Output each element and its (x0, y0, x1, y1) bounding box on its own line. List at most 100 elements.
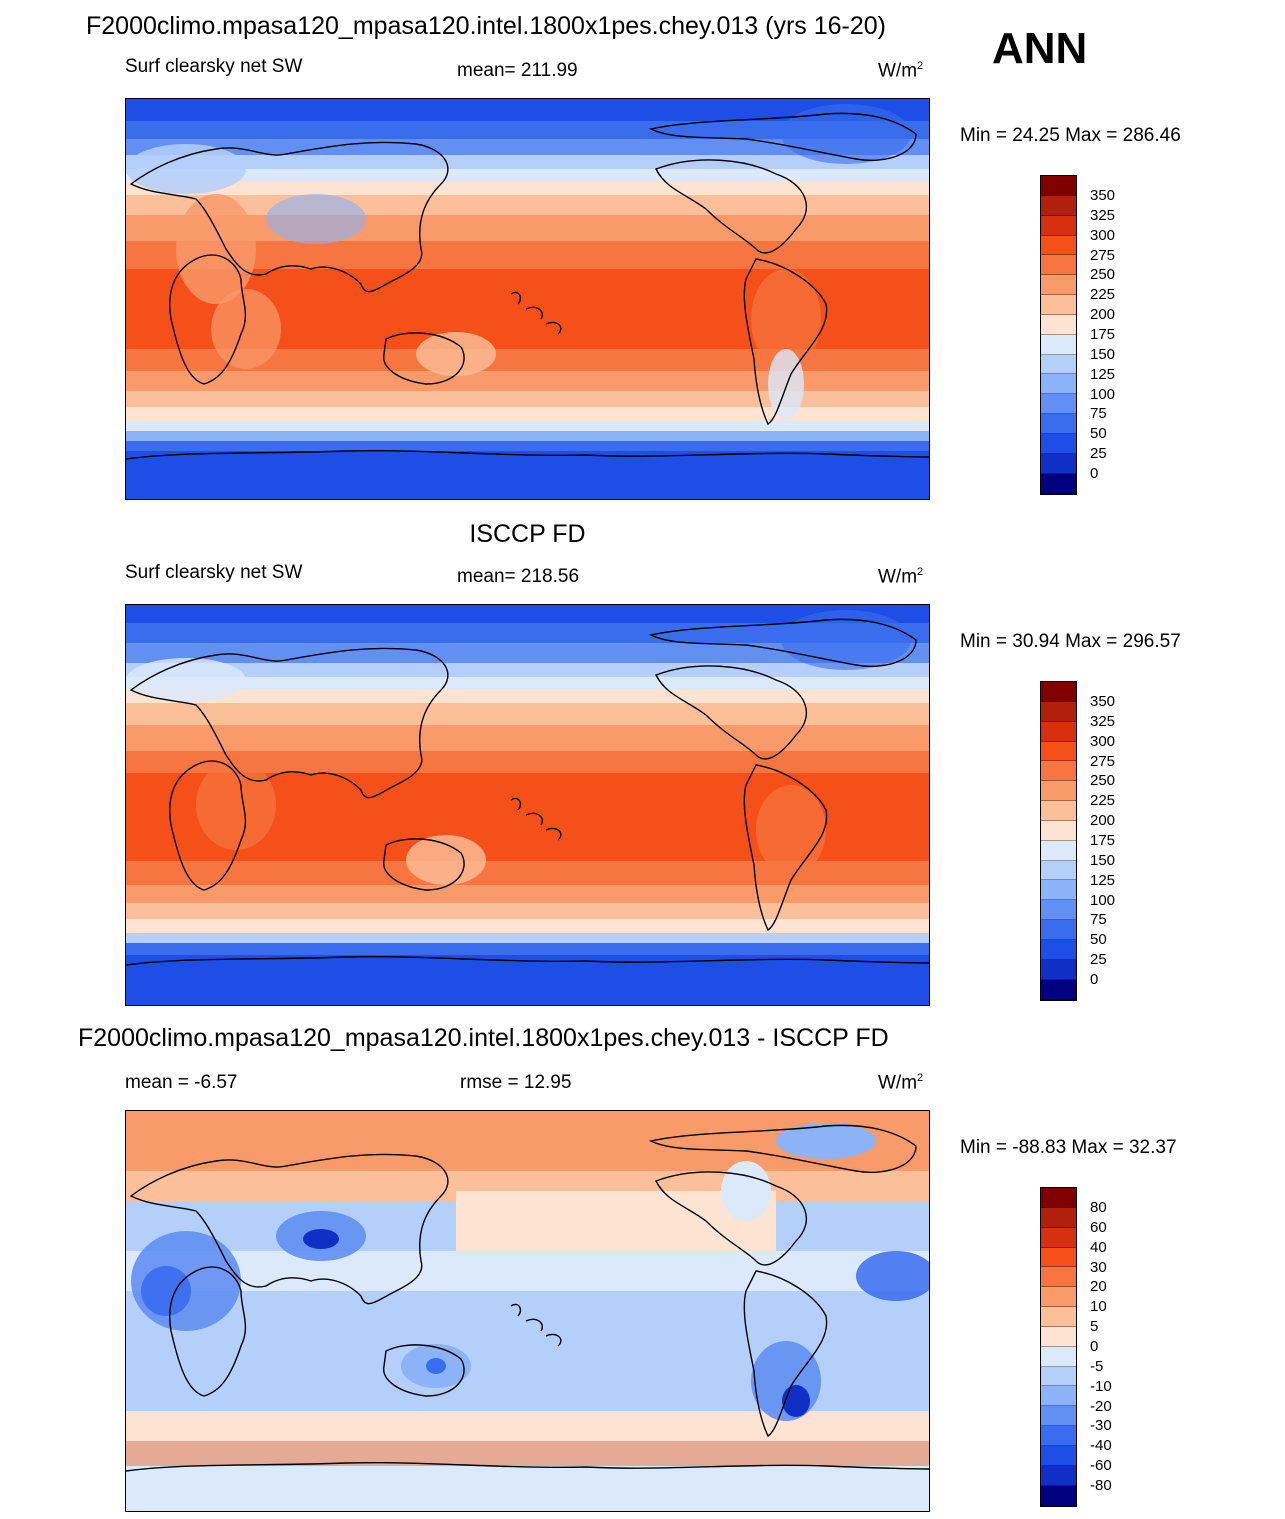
colorbar-tick-label: 40 (1090, 1238, 1107, 1256)
colorbar-swatch (1041, 959, 1076, 980)
colorbar (1040, 681, 1077, 1001)
colorbar-tick-label: 80 (1090, 1199, 1107, 1216)
colorbar-swatch (1041, 820, 1076, 841)
panel-title: ISCCP FD (469, 520, 586, 548)
colorbar-swatch (1041, 295, 1076, 315)
colorbar-tick-label: 20 (1090, 1278, 1107, 1296)
colorbar-tick-label: 175 (1090, 325, 1116, 343)
colorbar-tick-label: 200 (1090, 812, 1116, 830)
colorbar-tick-label: 250 (1090, 266, 1116, 284)
colorbar-swatch (1041, 1307, 1076, 1327)
colorbar-tick-label: -10 (1090, 1377, 1112, 1395)
colorbar (1040, 1187, 1077, 1507)
colorbar-swatch (1041, 781, 1076, 802)
panel-mean-label: mean= 218.56 (457, 566, 580, 587)
colorbar-swatch (1041, 215, 1076, 236)
colorbar-tick-label: 150 (1090, 851, 1116, 869)
colorbar-swatch (1041, 682, 1076, 702)
main-title: F2000climo.mpasa120_mpasa120.intel.1800x… (86, 12, 887, 40)
colorbar-tick-label: 0 (1090, 970, 1099, 988)
colorbar-swatch (1041, 414, 1076, 434)
colorbar-tick-label: -30 (1090, 1417, 1112, 1435)
colorbar-tick-label: 275 (1090, 246, 1116, 264)
panel-left-label: mean = -6.57 (125, 1072, 238, 1093)
colorbar-tick-label: 25 (1090, 951, 1107, 969)
colorbar-tick-label: 325 (1090, 712, 1116, 730)
panel-units: W/m2 (878, 566, 924, 588)
panel-left-label: Surf clearsky net SW (125, 562, 303, 583)
panel-mean-label: mean= 211.99 (457, 60, 578, 81)
colorbar-tick-label: 125 (1090, 365, 1116, 383)
map-difference (125, 1110, 930, 1512)
colorbar-swatch (1041, 920, 1076, 940)
colorbar-tick-label: 30 (1090, 1258, 1107, 1276)
colorbar-tick-label: -40 (1090, 1437, 1112, 1455)
colorbar-tick-label: 200 (1090, 306, 1116, 324)
colorbar-swatch (1041, 433, 1076, 454)
colorbar-swatch (1041, 453, 1076, 474)
colorbar-swatch (1041, 860, 1076, 881)
colorbar-tick-label: 300 (1090, 226, 1116, 244)
colorbar-swatch (1041, 374, 1076, 395)
colorbar-swatch (1041, 1406, 1076, 1427)
colorbar-swatch (1041, 275, 1076, 296)
colorbar-tick-label: 350 (1090, 693, 1116, 710)
colorbar-tick-label: 100 (1090, 385, 1116, 403)
colorbar-tick-label: 50 (1090, 425, 1107, 443)
colorbar-swatch (1041, 195, 1076, 216)
colorbar-swatch (1041, 354, 1076, 375)
colorbar-swatch (1041, 761, 1076, 782)
colorbar-swatch (1041, 1326, 1076, 1347)
colorbar-swatch (1041, 801, 1076, 821)
colorbar-swatch (1041, 1465, 1076, 1486)
colorbar-swatch (1041, 979, 1076, 1000)
colorbar-tick-label: 175 (1090, 831, 1116, 849)
colorbar-tick-label: 150 (1090, 345, 1116, 363)
map-model (125, 98, 930, 500)
minmax-label: Min = 30.94 Max = 296.57 (960, 631, 1181, 652)
colorbar-swatch (1041, 741, 1076, 762)
colorbar-swatch (1041, 1386, 1076, 1407)
colorbar-swatch (1041, 1426, 1076, 1446)
colorbar-tick-label: 275 (1090, 752, 1116, 770)
panel-units: W/m2 (878, 1072, 924, 1094)
colorbar-swatch (1041, 721, 1076, 742)
colorbar-tick-label: 75 (1090, 405, 1107, 423)
colorbar-swatch (1041, 1485, 1076, 1506)
minmax-label: Min = 24.25 Max = 286.46 (960, 125, 1181, 146)
colorbar-swatch (1041, 939, 1076, 960)
colorbar-tick-label: 0 (1090, 464, 1099, 482)
colorbar-tick-label: 300 (1090, 732, 1116, 750)
colorbar-tick-label: 125 (1090, 871, 1116, 889)
panel-left-label: Surf clearsky net SW (125, 56, 303, 77)
colorbar-swatch (1041, 176, 1076, 196)
colorbar (1040, 175, 1077, 495)
colorbar-tick-label: 225 (1090, 286, 1116, 304)
colorbar-swatch (1041, 394, 1076, 415)
panel-units: W/m2 (878, 60, 924, 82)
colorbar-swatch (1041, 1287, 1076, 1308)
colorbar-tick-label: 75 (1090, 911, 1107, 929)
panel-title: F2000climo.mpasa120_mpasa120.intel.1800x… (78, 1024, 889, 1052)
colorbar-swatch (1041, 314, 1076, 335)
colorbar-swatch (1041, 900, 1076, 921)
colorbar-swatch (1041, 255, 1076, 276)
colorbar-tick-label: 5 (1090, 1318, 1099, 1336)
colorbar-tick-label: 60 (1090, 1218, 1107, 1236)
colorbar-swatch (1041, 1247, 1076, 1268)
colorbar-swatch (1041, 1346, 1076, 1367)
minmax-label: Min = -88.83 Max = 32.37 (960, 1137, 1177, 1158)
colorbar-tick-label: 225 (1090, 792, 1116, 810)
colorbar-swatch (1041, 1207, 1076, 1228)
colorbar-swatch (1041, 235, 1076, 256)
colorbar-tick-label: -80 (1090, 1476, 1112, 1494)
colorbar-tick-label: 0 (1090, 1337, 1099, 1355)
colorbar-tick-label: 10 (1090, 1298, 1107, 1316)
season-label: ANN (992, 24, 1088, 73)
colorbar-tick-label: 50 (1090, 931, 1107, 949)
colorbar-swatch (1041, 1366, 1076, 1387)
colorbar-swatch (1041, 1227, 1076, 1248)
colorbar-swatch (1041, 840, 1076, 861)
colorbar-swatch (1041, 1445, 1076, 1466)
colorbar-swatch (1041, 473, 1076, 494)
